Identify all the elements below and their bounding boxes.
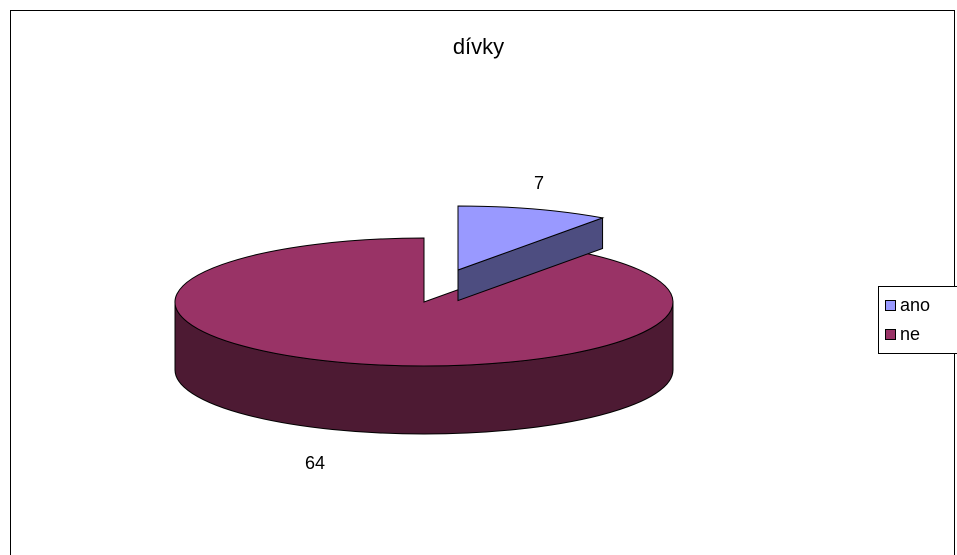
data-label-ano: 7 [534,173,545,193]
slice-ano [457,205,605,271]
legend-swatch-ne [885,328,896,340]
legend-label-ne: ne [900,323,921,344]
legend-item-ano: ano [885,295,930,315]
slice-ne [174,237,674,367]
legend-swatch-ano [885,299,896,311]
data-label-ne: 64 [305,453,326,473]
legend-label-ano: ano [900,294,931,315]
legend-item-ne: ne [885,324,920,344]
chart-title: dívky [452,34,505,59]
legend: ano ne [878,286,957,354]
